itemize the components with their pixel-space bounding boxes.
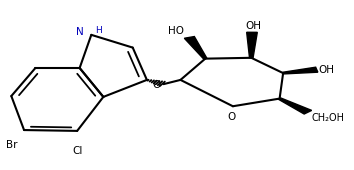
Polygon shape (184, 37, 207, 59)
Text: Br: Br (6, 140, 18, 150)
Text: OH: OH (246, 21, 262, 31)
Text: CH₂OH: CH₂OH (312, 113, 344, 123)
Text: O: O (153, 80, 161, 90)
Text: OH: OH (319, 65, 335, 75)
Text: O: O (228, 112, 236, 122)
Text: N: N (76, 27, 84, 37)
Polygon shape (247, 32, 257, 58)
Polygon shape (283, 67, 318, 74)
Text: HO: HO (168, 26, 184, 36)
Text: H: H (96, 26, 102, 35)
Polygon shape (278, 98, 312, 114)
Text: Cl: Cl (72, 146, 82, 156)
